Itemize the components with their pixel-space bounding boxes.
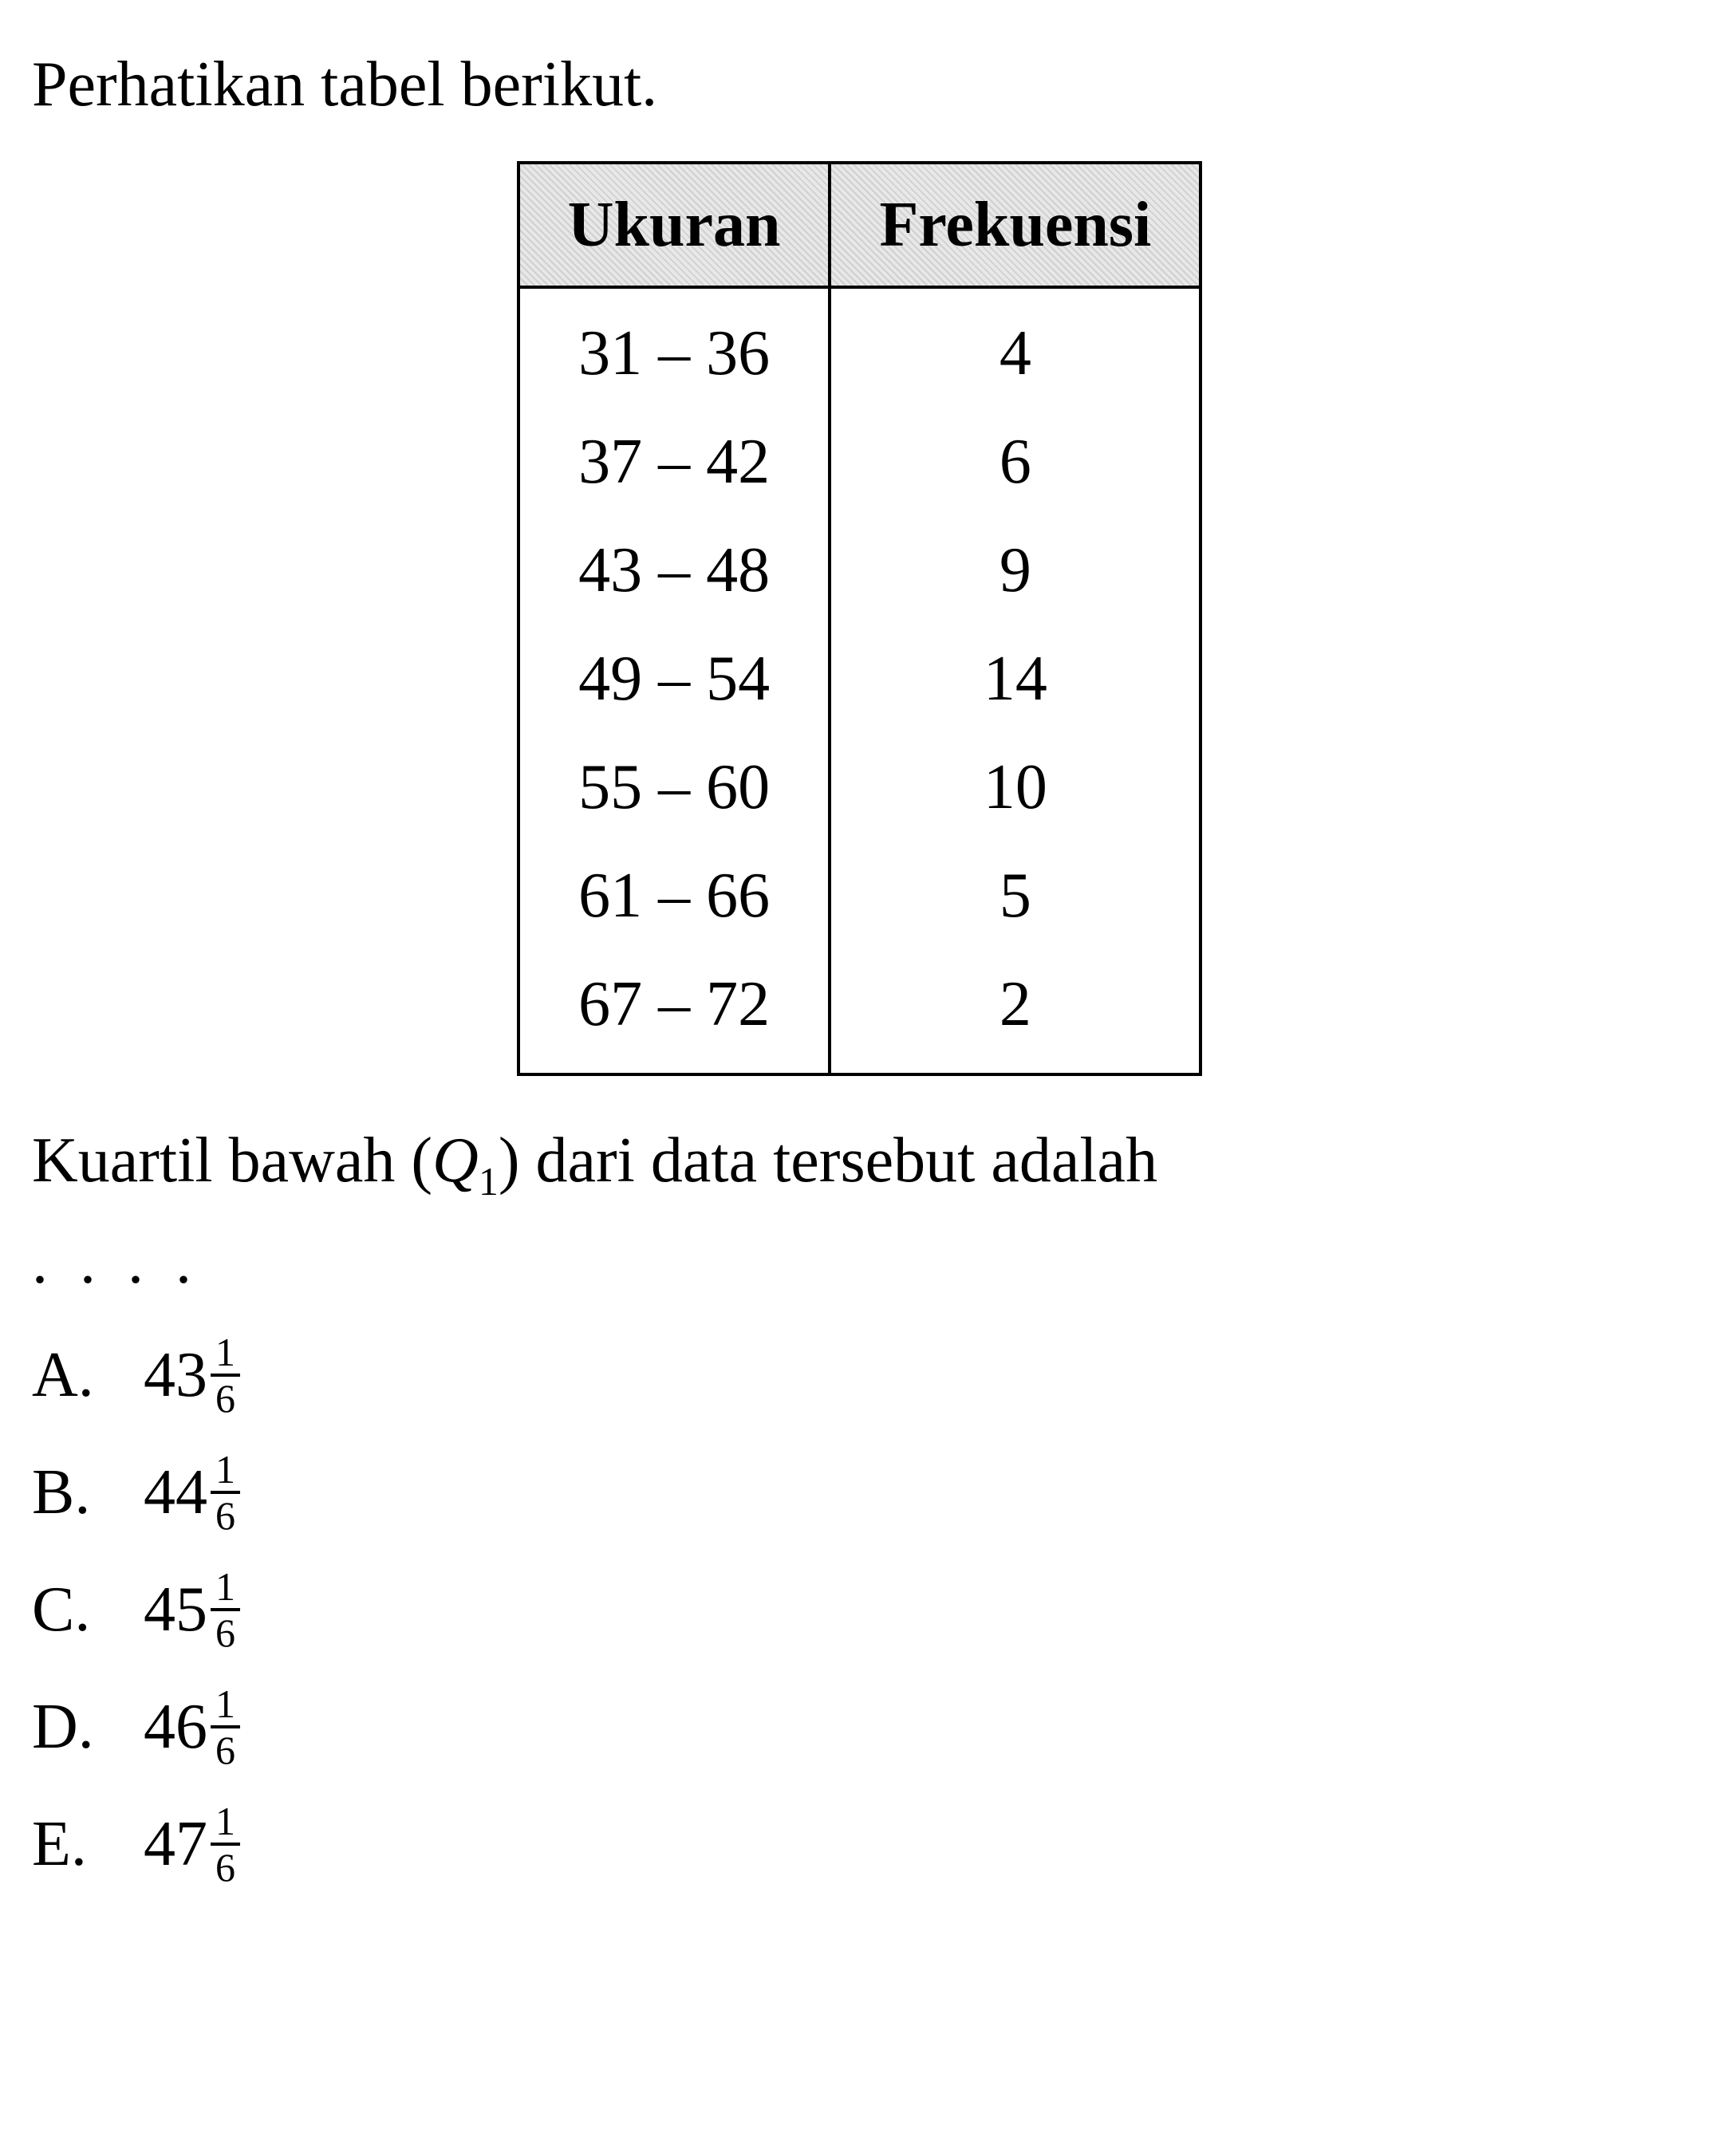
header-frekuensi: Frekuensi xyxy=(830,163,1201,287)
question-part2: ) dari data tersebut adalah xyxy=(499,1125,1157,1196)
numerator: 1 xyxy=(211,1801,240,1846)
table-row: 37 – 42 6 xyxy=(518,408,1201,516)
table-row: 43 – 48 9 xyxy=(518,516,1201,625)
denominator: 6 xyxy=(211,1494,240,1535)
cell-freq: 10 xyxy=(830,733,1201,842)
denominator: 6 xyxy=(211,1377,240,1418)
question-subscript: 1 xyxy=(479,1159,499,1204)
option-a: A. 43 1 6 xyxy=(32,1330,1687,1420)
option-d: D. 46 1 6 xyxy=(32,1682,1687,1772)
fraction: 1 6 xyxy=(211,1684,240,1770)
frequency-table: Ukuran Frekuensi 31 – 36 4 37 – 42 6 43 … xyxy=(517,161,1203,1076)
ellipsis-dots: . . . . xyxy=(32,1217,1687,1307)
denominator: 6 xyxy=(211,1611,240,1653)
numerator: 1 xyxy=(211,1684,240,1728)
denominator: 6 xyxy=(211,1728,240,1770)
numerator: 1 xyxy=(211,1567,240,1611)
numerator: 1 xyxy=(211,1449,240,1494)
option-value: 44 1 6 xyxy=(144,1448,240,1537)
option-c: C. 45 1 6 xyxy=(32,1565,1687,1654)
table-row: 61 – 66 5 xyxy=(518,842,1201,950)
whole-number: 43 xyxy=(144,1330,207,1420)
cell-range: 43 – 48 xyxy=(518,516,830,625)
whole-number: 45 xyxy=(144,1565,207,1654)
table-row: 31 – 36 4 xyxy=(518,287,1201,408)
cell-range: 31 – 36 xyxy=(518,287,830,408)
header-ukuran: Ukuran xyxy=(518,163,830,287)
cell-range: 49 – 54 xyxy=(518,625,830,733)
table-wrapper: Ukuran Frekuensi 31 – 36 4 37 – 42 6 43 … xyxy=(32,161,1687,1076)
option-letter: A. xyxy=(32,1330,144,1420)
table-row: 67 – 72 2 xyxy=(518,950,1201,1074)
whole-number: 44 xyxy=(144,1448,207,1537)
intro-text: Perhatikan tabel berikut. xyxy=(32,40,1687,129)
option-value: 47 1 6 xyxy=(144,1799,240,1889)
fraction: 1 6 xyxy=(211,1567,240,1653)
option-b: B. 44 1 6 xyxy=(32,1448,1687,1537)
cell-freq: 9 xyxy=(830,516,1201,625)
option-value: 46 1 6 xyxy=(144,1682,240,1772)
cell-range: 61 – 66 xyxy=(518,842,830,950)
option-letter: E. xyxy=(32,1799,144,1889)
denominator: 6 xyxy=(211,1846,240,1887)
cell-freq: 5 xyxy=(830,842,1201,950)
cell-freq: 6 xyxy=(830,408,1201,516)
whole-number: 46 xyxy=(144,1682,207,1772)
question-text: Kuartil bawah (Q1) dari data tersebut ad… xyxy=(32,1116,1687,1209)
numerator: 1 xyxy=(211,1332,240,1377)
option-letter: C. xyxy=(32,1565,144,1654)
fraction: 1 6 xyxy=(211,1332,240,1418)
table-row: 55 – 60 10 xyxy=(518,733,1201,842)
option-value: 43 1 6 xyxy=(144,1330,240,1420)
option-value: 45 1 6 xyxy=(144,1565,240,1654)
question-symbol: Q xyxy=(432,1125,479,1196)
whole-number: 47 xyxy=(144,1799,207,1889)
cell-freq: 14 xyxy=(830,625,1201,733)
option-letter: B. xyxy=(32,1448,144,1537)
cell-freq: 4 xyxy=(830,287,1201,408)
cell-range: 37 – 42 xyxy=(518,408,830,516)
table-header-row: Ukuran Frekuensi xyxy=(518,163,1201,287)
option-letter: D. xyxy=(32,1682,144,1772)
options-list: A. 43 1 6 B. 44 1 6 C. 45 1 6 D. xyxy=(32,1330,1687,1889)
fraction: 1 6 xyxy=(211,1801,240,1887)
fraction: 1 6 xyxy=(211,1449,240,1535)
option-e: E. 47 1 6 xyxy=(32,1799,1687,1889)
question-part1: Kuartil bawah ( xyxy=(32,1125,432,1196)
cell-freq: 2 xyxy=(830,950,1201,1074)
cell-range: 67 – 72 xyxy=(518,950,830,1074)
cell-range: 55 – 60 xyxy=(518,733,830,842)
table-row: 49 – 54 14 xyxy=(518,625,1201,733)
